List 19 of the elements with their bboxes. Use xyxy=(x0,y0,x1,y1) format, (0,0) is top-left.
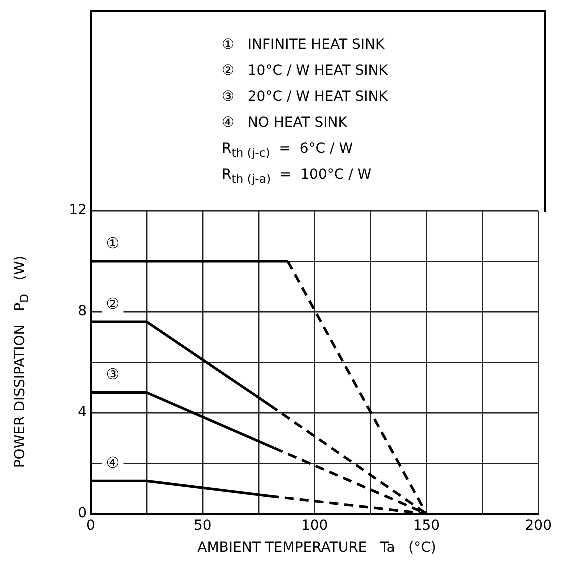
text: ② 10°C / W HEAT SINK xyxy=(222,62,388,81)
x-tick-label: 100 xyxy=(301,518,328,534)
series-label: ④ xyxy=(106,454,120,472)
x-tick-label: 50 xyxy=(194,518,212,534)
text: ① INFINITE HEAT SINK xyxy=(222,36,386,55)
x-tick-label: 200 xyxy=(525,518,552,534)
text: ③ 20°C / W HEAT SINK xyxy=(222,88,388,107)
series-label: ③ xyxy=(106,366,120,384)
series-label: ① xyxy=(106,234,120,252)
series-label: ② xyxy=(106,294,120,313)
text: R$_{th (j-a)}$ = 100°C / W xyxy=(222,166,373,188)
y-tick-label: 0 xyxy=(78,506,87,522)
x-tick-label: 150 xyxy=(413,518,440,534)
text: ④ NO HEAT SINK xyxy=(222,114,348,133)
y-tick-label: 8 xyxy=(78,304,87,320)
y-tick-label: 4 xyxy=(78,404,88,421)
x-axis-title: AMBIENT TEMPERATURE Ta (°C) xyxy=(198,540,436,556)
y-tick-label: 12 xyxy=(69,202,87,219)
text: R$_{th (j-c)}$ = 6°C / W xyxy=(222,140,354,162)
